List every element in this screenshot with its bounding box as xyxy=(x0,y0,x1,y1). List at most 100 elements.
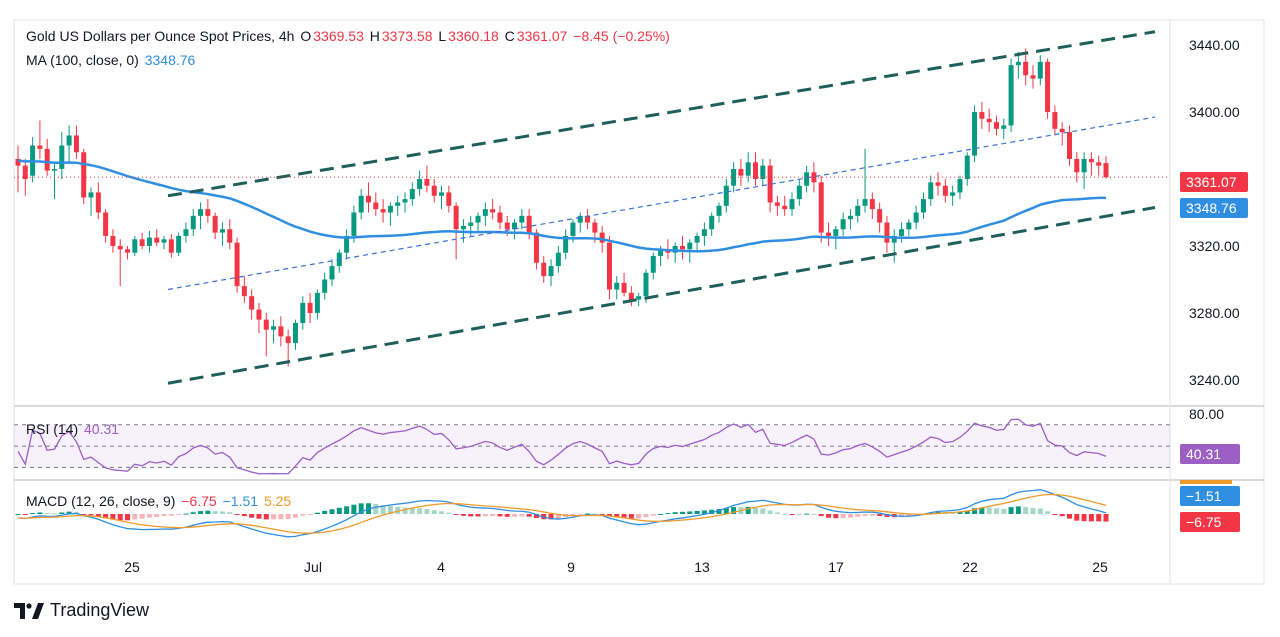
candle-body xyxy=(563,235,569,253)
high-value: 3373.58 xyxy=(381,28,433,44)
macd-histogram-bar xyxy=(380,505,386,514)
candle-body xyxy=(1037,61,1043,79)
candle-body xyxy=(1066,132,1072,159)
candle-body xyxy=(986,118,992,123)
candle-body xyxy=(658,249,664,257)
macd-histogram-bar xyxy=(679,511,685,514)
candle-body xyxy=(365,195,371,203)
macd-histogram-bar xyxy=(329,509,335,514)
candle-body xyxy=(964,155,970,180)
candle-body xyxy=(103,212,109,236)
macd-histogram-bar xyxy=(1059,514,1065,517)
candle-body xyxy=(760,165,766,180)
price-axis-tick: 3320.00 xyxy=(1189,238,1240,254)
tradingview-logo-icon xyxy=(14,602,44,619)
macd-histogram-bar xyxy=(1045,511,1051,514)
macd-histogram-bar xyxy=(139,514,145,519)
close-label: C xyxy=(504,28,515,44)
macd-histogram-bar xyxy=(716,509,722,514)
rsi-label: RSI (14) xyxy=(26,421,79,437)
macd-histogram-bar xyxy=(628,514,634,519)
candle-body xyxy=(285,336,291,344)
candle-body xyxy=(738,168,744,176)
macd-histogram-bar xyxy=(52,513,58,515)
candle-body xyxy=(475,215,481,223)
macd-line-tag: −1.51 xyxy=(1180,486,1240,506)
macd-histogram-bar xyxy=(497,514,503,517)
candle-body xyxy=(723,185,729,206)
macd-histogram-bar xyxy=(110,514,116,520)
macd-histogram-bar xyxy=(475,514,481,517)
macd-histogram-bar xyxy=(570,514,576,516)
tradingview-brand-text: TradingView xyxy=(50,600,150,620)
macd-line-value: −1.51 xyxy=(222,493,259,509)
macd-histogram-bar xyxy=(979,507,985,514)
macd-histogram-bar xyxy=(198,511,204,514)
macd-histogram-bar xyxy=(877,514,883,517)
candle-body xyxy=(278,326,284,337)
channel-lower-line xyxy=(167,206,1156,385)
macd-signal-value: 5.25 xyxy=(263,493,292,509)
candle-body xyxy=(899,229,905,236)
macd-histogram-bar xyxy=(300,514,306,516)
candle-body xyxy=(395,202,401,206)
candle-body xyxy=(190,215,196,230)
candle-body xyxy=(512,222,518,230)
macd-histogram-bar xyxy=(409,508,415,514)
macd-histogram-bar xyxy=(146,514,152,518)
candle-body xyxy=(869,199,875,210)
candle-body xyxy=(979,112,985,119)
candle-body xyxy=(387,205,393,213)
candle-body xyxy=(935,182,941,186)
candle-body xyxy=(1074,158,1080,173)
candle-body xyxy=(614,282,620,290)
tradingview-logo[interactable]: TradingView xyxy=(14,600,149,621)
price-axis-tick: 3440.00 xyxy=(1189,37,1240,53)
candle-body xyxy=(132,239,138,253)
candle-body xyxy=(541,262,547,277)
change-value: −8.45 (−0.25%) xyxy=(573,28,670,44)
rsi-value: 40.31 xyxy=(84,421,120,437)
price-axis-tick: 3240.00 xyxy=(1189,372,1240,388)
candle-body xyxy=(1023,61,1029,76)
candle-body xyxy=(424,179,430,186)
time-axis-tick: 25 xyxy=(1092,559,1108,575)
candle-body xyxy=(818,182,824,233)
candle-body xyxy=(344,235,350,253)
candle-body xyxy=(88,192,94,198)
macd-histogram-bar xyxy=(906,514,912,517)
macd-histogram-bar xyxy=(22,514,28,515)
candle-body xyxy=(1008,65,1014,126)
macd-histogram-bar xyxy=(373,504,379,514)
macd-histogram-bar xyxy=(862,514,868,516)
macd-histogram-bar xyxy=(519,514,525,517)
candle-body xyxy=(154,237,160,243)
candle-body xyxy=(73,135,79,153)
candle-body xyxy=(877,209,883,223)
macd-histogram-bar xyxy=(658,513,664,515)
candle-body xyxy=(533,232,539,263)
macd-histogram-bar xyxy=(621,514,627,519)
channel-upper-line xyxy=(167,30,1156,198)
candle-body xyxy=(468,222,474,226)
macd-hist-tag: −6.75 xyxy=(1180,512,1240,532)
ma-value: 3348.76 xyxy=(144,52,196,68)
candle-body xyxy=(300,302,306,323)
macd-histogram-bar xyxy=(241,514,247,517)
macd-histogram-bar xyxy=(1081,514,1087,522)
macd-histogram-bar xyxy=(672,512,678,514)
candle-body xyxy=(913,212,919,223)
candle-body xyxy=(993,122,999,129)
candle-body xyxy=(241,286,247,297)
candle-body xyxy=(504,222,510,230)
macd-histogram-bar xyxy=(745,506,751,514)
candle-body xyxy=(490,209,496,213)
candle-body xyxy=(314,292,320,313)
macd-histogram-bar xyxy=(1037,508,1043,514)
candle-body xyxy=(687,242,693,250)
candle-body xyxy=(249,296,255,310)
low-value: 3360.18 xyxy=(448,28,499,44)
candle-body xyxy=(358,195,364,213)
candle-body xyxy=(409,189,415,200)
